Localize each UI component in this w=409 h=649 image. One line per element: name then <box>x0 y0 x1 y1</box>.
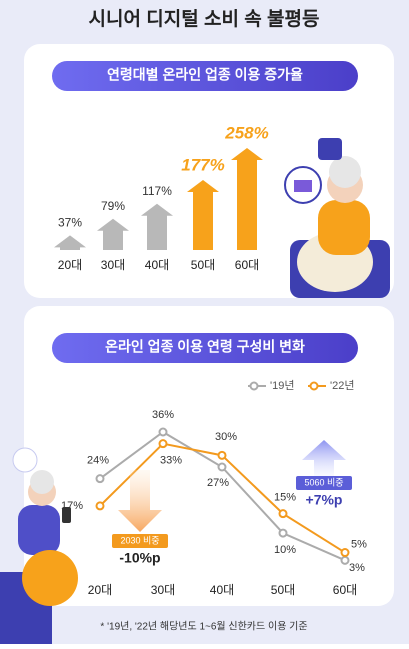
value-label: 15% <box>274 492 296 504</box>
annotation-arrow <box>302 440 346 476</box>
value-label: 79% <box>101 199 125 213</box>
point <box>340 555 350 565</box>
x-tick-label: 60대 <box>235 258 259 272</box>
x-tick-label: 30대 <box>101 258 125 272</box>
legend-label: '22년 <box>330 379 354 392</box>
point <box>95 501 105 511</box>
point <box>340 548 350 558</box>
x-tick-label: 40대 <box>145 258 169 272</box>
value-label: 5% <box>351 538 367 550</box>
value-label: 258% <box>224 123 268 142</box>
illustration-senior-phone <box>0 447 78 644</box>
value-label: 10% <box>274 544 296 556</box>
annotation-box <box>112 534 168 548</box>
annotation-text: +7%p <box>306 492 343 508</box>
x-tick-label: 20대 <box>58 258 82 272</box>
arrow-bar <box>54 235 86 250</box>
value-label: 36% <box>152 409 174 421</box>
annotation-label: 2030 비중 <box>120 535 159 545</box>
arrow-bar <box>97 218 129 250</box>
arrow-bar <box>187 180 219 250</box>
value-label: 30% <box>215 431 237 443</box>
x-tick-label: 50대 <box>271 583 295 597</box>
value-label: 27% <box>207 477 229 489</box>
legend-marker <box>249 381 259 391</box>
point <box>278 509 288 519</box>
illustration-senior-shopping <box>284 138 390 298</box>
chart-title: 온라인 업종 이용 연령 구성비 변화 <box>105 339 305 355</box>
value-label: 33% <box>160 455 182 467</box>
point <box>217 462 227 472</box>
header-pill <box>52 333 358 363</box>
value-label: 37% <box>58 216 82 230</box>
point <box>158 439 168 449</box>
value-label: 177% <box>181 156 224 175</box>
value-label: 117% <box>142 184 172 198</box>
x-tick-label: 60대 <box>333 583 357 597</box>
value-label: 24% <box>87 455 109 467</box>
annotation-label: 5060 비중 <box>304 477 343 487</box>
footnote: * '19년, '22년 해당년도 1~6월 신한카드 이용 기준 <box>100 620 307 633</box>
annotation-arrow <box>118 470 162 532</box>
header-pill <box>52 61 358 91</box>
value-label: 3% <box>349 562 365 574</box>
annotation-box <box>296 476 352 490</box>
point <box>217 450 227 460</box>
point <box>158 427 168 437</box>
panel <box>24 306 394 606</box>
chart-title: 연령대별 온라인 업종 이용 증가율 <box>107 67 303 83</box>
value-label: 17% <box>61 500 83 512</box>
page-title: 시니어 디지털 소비 속 불평등 <box>89 8 320 30</box>
x-tick-label: 40대 <box>210 583 234 597</box>
point <box>95 474 105 484</box>
x-tick-label: 30대 <box>151 583 175 597</box>
annotation-text: -10%p <box>119 550 160 566</box>
legend-label: '19년 <box>270 379 294 392</box>
arrow-bar <box>141 203 173 250</box>
x-tick-label: 50대 <box>191 258 215 272</box>
legend-marker <box>309 381 319 391</box>
point <box>278 528 288 538</box>
arrow-bar <box>231 148 263 250</box>
x-tick-label: 20대 <box>88 583 112 597</box>
